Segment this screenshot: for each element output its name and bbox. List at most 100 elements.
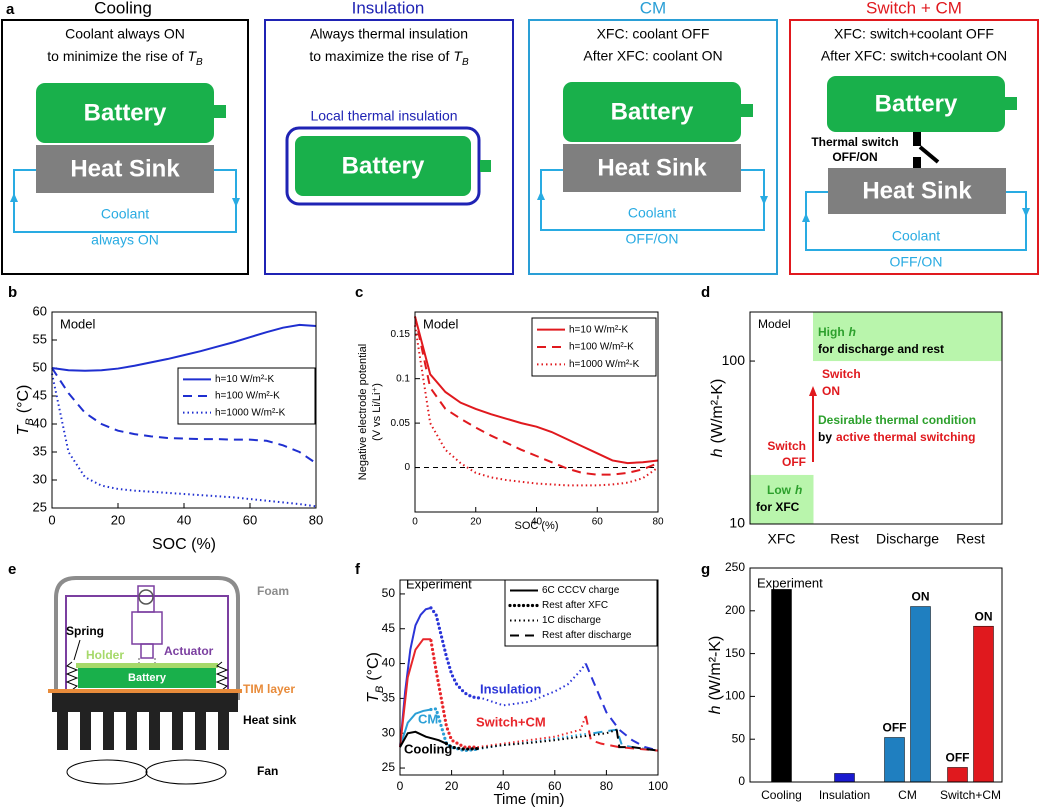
switch-cm-box: Switch + CM XFC: switch+coolant OFF Afte… [789, 0, 1039, 275]
coolant-label: Coolant [892, 228, 940, 244]
line [414, 316, 659, 465]
fin [80, 712, 91, 750]
arrow [537, 191, 545, 200]
variable: T [453, 48, 463, 64]
plot-frame [51, 311, 317, 509]
annotation-run: Model [758, 317, 791, 331]
coolant-loop [805, 191, 1027, 251]
bar [910, 606, 931, 783]
bar [973, 625, 994, 783]
x-tick-label: 100 [648, 779, 668, 793]
actuator-label: Actuator [164, 644, 214, 658]
box-title: Insulation [352, 0, 425, 17]
y-axis-label: TB (°C) [365, 652, 386, 703]
switch-label: OFF/ON [832, 150, 877, 164]
annotation-run: OFF [782, 455, 806, 469]
subscript: B [196, 57, 203, 68]
y-tick-label: 10 [729, 515, 745, 531]
annotation-run: active thermal switching [836, 430, 975, 444]
y-tick-label: 0 [404, 462, 410, 473]
x-tick-label: 20 [470, 517, 482, 528]
legend-label: h=100 W/m²-K [569, 342, 634, 353]
arrow [802, 213, 810, 222]
legend-label: Rest after discharge [542, 630, 632, 641]
unit: (W/m²-K) [709, 379, 726, 444]
spring [65, 661, 79, 691]
subscript: B [374, 686, 386, 693]
battery [78, 668, 216, 688]
y-tick-label: 35 [382, 691, 396, 705]
line [399, 638, 431, 748]
battery-label: Battery [84, 99, 167, 126]
x-tick-label: 40 [531, 517, 543, 528]
zone [813, 312, 877, 362]
fan [145, 759, 227, 785]
line [444, 742, 479, 751]
spring [215, 661, 229, 691]
box-text: to minimize the rise of TB [47, 48, 203, 68]
spring-label: Spring [66, 624, 104, 638]
fan [66, 759, 148, 785]
bar [771, 589, 792, 783]
heat-sink-label: Heat Sink [70, 155, 180, 182]
x-tick-label: Rest [830, 531, 859, 547]
heat-sink [36, 145, 214, 193]
x-tick-label: 80 [652, 517, 664, 528]
coolant-loop [13, 169, 237, 233]
unit: (°C) [365, 652, 382, 681]
annotation-run: Low [767, 483, 792, 497]
bar-label: OFF [946, 751, 970, 765]
box-frame [264, 19, 514, 275]
legend-frame [531, 317, 657, 377]
foam [54, 576, 240, 700]
annotation: ON [822, 384, 840, 398]
switch-label: Thermal switch [811, 135, 898, 149]
battery-terminal [741, 104, 753, 117]
x-axis-label: SOC (%) [152, 536, 216, 553]
y-tick-label: 45 [33, 387, 47, 402]
annotation: Desirable thermal condition [818, 413, 976, 427]
switch-contact [913, 157, 921, 168]
y-axis-label: (V vs Li/Li⁺) [371, 383, 383, 441]
fin [57, 712, 68, 750]
variable: h [707, 705, 724, 714]
y-tick-label: 0.15 [391, 329, 411, 340]
panel-label: c [355, 284, 363, 301]
subscript: B [462, 57, 469, 68]
coolant-label: always ON [91, 232, 159, 248]
annotation: Low h [767, 483, 802, 497]
annotation: for XFC [756, 500, 800, 514]
plot-frame [414, 311, 659, 513]
coolant-label: Coolant [101, 206, 149, 222]
fin [126, 712, 137, 750]
y-tick-label: 55 [33, 331, 47, 346]
annotation: Model [758, 317, 791, 331]
x-tick-label: 40 [177, 512, 191, 527]
y-tick-label: 150 [725, 646, 745, 660]
y-tick-label: 200 [725, 603, 745, 617]
box-title: Switch + CM [866, 0, 962, 17]
variable: T [187, 48, 197, 64]
y-tick-label: 25 [382, 760, 396, 774]
legend-label: h=10 W/m²-K [569, 324, 629, 335]
heat-sink-label: Heat Sink [862, 177, 972, 204]
y-tick-label: 60 [33, 303, 47, 318]
series-label: CM [418, 711, 438, 726]
battery-label: Battery [342, 152, 425, 179]
battery [295, 136, 471, 196]
y-tick-label: 100 [725, 689, 745, 703]
battery [827, 76, 1005, 132]
battery [563, 82, 741, 142]
annotation: OFF [782, 455, 806, 469]
battery-label: Battery [128, 672, 167, 684]
line [414, 316, 659, 476]
line [584, 663, 659, 752]
x-tick-label: XFC [768, 531, 796, 547]
variable: h [709, 448, 726, 457]
x-tick-label: 60 [243, 512, 257, 527]
line [429, 606, 485, 700]
x-tick-label: 60 [548, 779, 562, 793]
annotation-run: High [818, 325, 845, 339]
coolant-label: Coolant [628, 205, 676, 221]
